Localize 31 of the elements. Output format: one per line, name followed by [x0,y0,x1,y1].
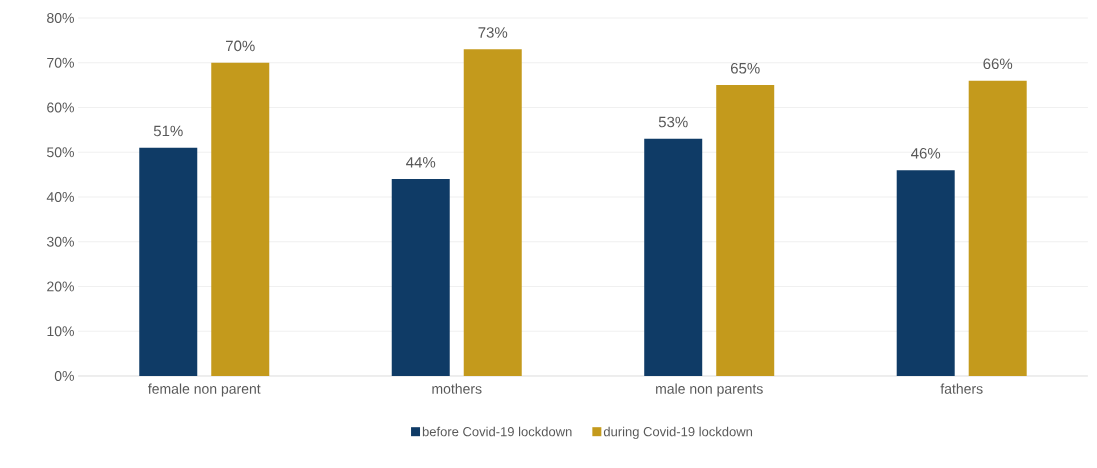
x-tick-label: female non parent [148,383,261,397]
y-tick-label: 60% [47,102,74,113]
x-tick-label: fathers [940,383,983,394]
bar [139,147,198,376]
y-tick-label: 0% [54,371,74,381]
data-label: 73% [478,27,508,38]
bar [896,170,955,376]
data-label: 51% [153,125,183,137]
y-tick-label: 30% [47,236,74,247]
y-tick-label: 40% [46,192,74,202]
bar [968,80,1027,376]
data-label: 66% [983,58,1013,70]
bar [463,49,522,376]
data-label: 53% [658,116,688,128]
x-tick-label: mothers [432,383,482,394]
data-label: 70% [226,40,255,52]
x-tick-label: male non parents [656,383,763,397]
legend-label: before Covid-19 lockdown [422,426,572,437]
data-label: 46% [911,147,941,159]
y-tick-label: 70% [47,57,74,68]
data-label: 44% [406,157,436,168]
bar [716,85,775,376]
y-tick-label: 50% [47,147,74,158]
y-tick-label: 80% [47,13,74,23]
bar [391,179,450,376]
legend-label: during Covid-19 lockdown [603,426,753,439]
y-tick-label: 10% [47,326,74,337]
data-label: 65% [730,62,760,74]
y-tick-label: 20% [47,281,74,292]
bar [211,62,270,376]
bar [644,138,703,376]
